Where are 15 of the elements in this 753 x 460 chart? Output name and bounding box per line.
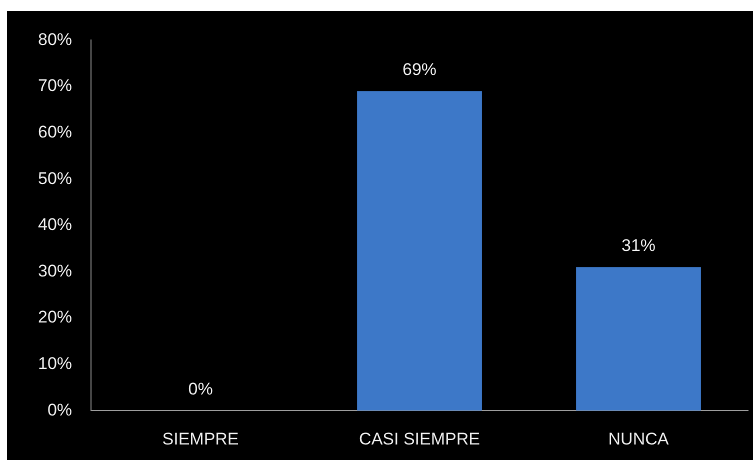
y-tick-label: 70% bbox=[38, 76, 72, 96]
y-tick-label: 40% bbox=[38, 215, 72, 234]
x-tick-label: SIEMPRE bbox=[162, 429, 239, 448]
x-tick-label: NUNCA bbox=[608, 429, 670, 448]
y-tick-label: 60% bbox=[38, 122, 72, 142]
x-tick-label: CASI SIEMPRE bbox=[359, 429, 480, 448]
y-tick-label: 50% bbox=[38, 168, 72, 188]
y-tick-label: 10% bbox=[38, 354, 72, 373]
y-tick-label: 20% bbox=[38, 308, 72, 327]
data-label: 69% bbox=[402, 60, 437, 79]
data-label: 0% bbox=[188, 379, 213, 398]
data-label: 31% bbox=[621, 236, 656, 255]
y-tick-label: 30% bbox=[38, 261, 72, 280]
y-tick-label: 0% bbox=[47, 400, 72, 420]
y-tick-label: 80% bbox=[38, 30, 72, 49]
